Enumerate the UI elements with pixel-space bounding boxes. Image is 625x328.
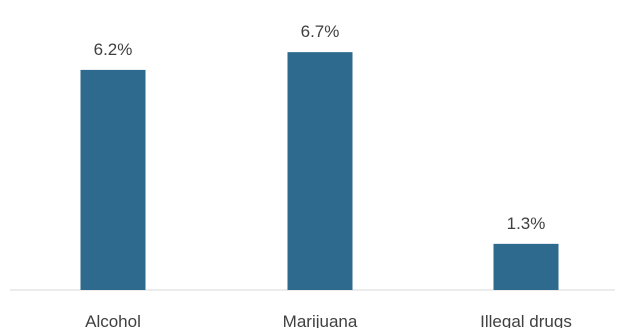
category-label-illegal-drugs: Illegal drugs	[480, 312, 572, 328]
bar-alcohol	[80, 69, 146, 291]
data-label-illegal-drugs: 1.3%	[507, 214, 546, 233]
bars-group	[80, 52, 559, 291]
data-labels-group: 6.2% 6.7% 1.3%	[94, 22, 546, 233]
data-label-marijuana: 6.7%	[301, 22, 340, 41]
category-label-marijuana: Marijuana	[283, 312, 358, 328]
bar-marijuana	[287, 52, 353, 291]
data-label-alcohol: 6.2%	[94, 40, 133, 59]
category-labels-group: Alcohol Marijuana Illegal drugs	[85, 312, 572, 328]
bar-illegal-drugs	[493, 243, 559, 290]
category-label-alcohol: Alcohol	[85, 312, 141, 328]
